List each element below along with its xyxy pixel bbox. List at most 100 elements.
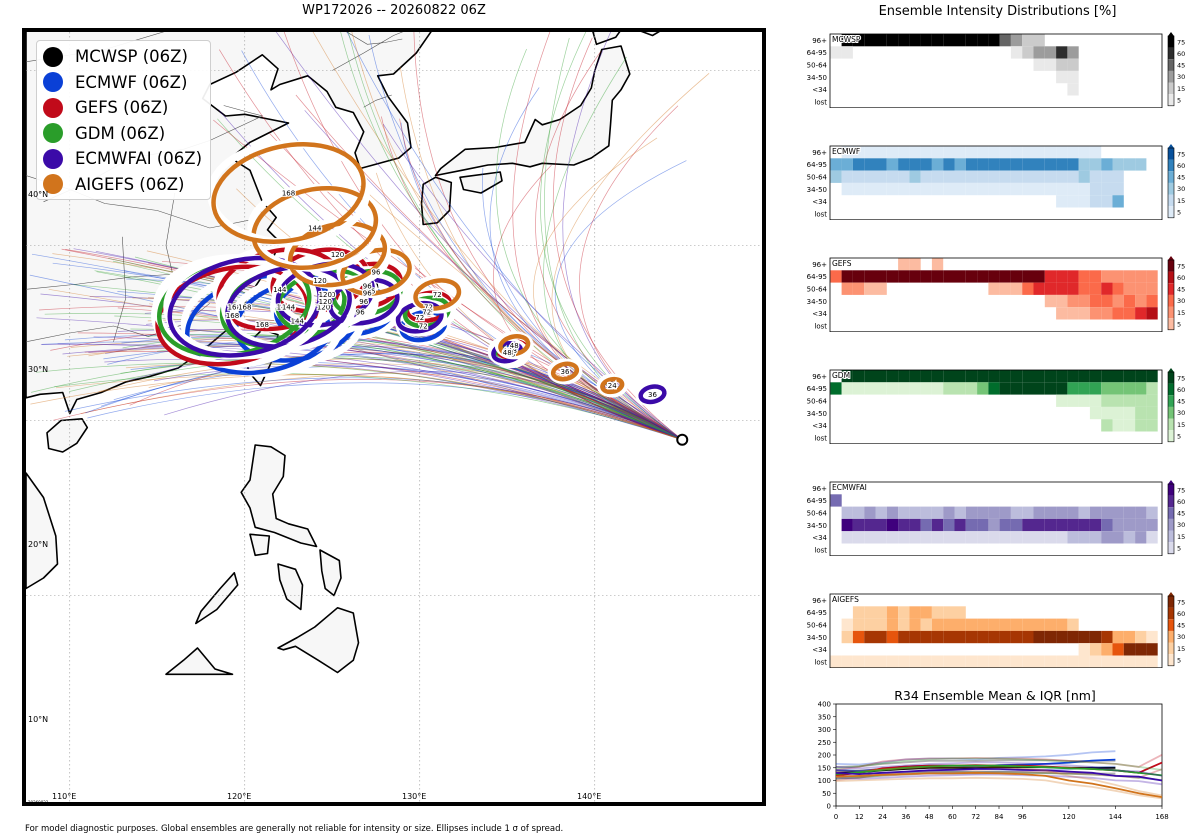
heat-cell: [852, 370, 865, 383]
heat-cell: [1078, 394, 1090, 407]
coast-mindoro: [249, 533, 271, 557]
lat-label-10n: 10°N: [28, 715, 49, 724]
member-track-gdm: [31, 356, 683, 441]
heat-cell: [1056, 270, 1068, 283]
member-track-gefs: [117, 307, 683, 441]
heat-cell: [1089, 158, 1102, 171]
tau-label-ecmwfai-168: 168: [238, 303, 251, 311]
legend-swatch: [43, 174, 63, 195]
uncertainty-ellipses: [151, 140, 670, 408]
heat-cell: [920, 506, 932, 519]
tau-label-ecmwf-168: 168: [256, 321, 269, 329]
member-track-aigefs: [375, 172, 683, 441]
heat-cell: [841, 270, 853, 283]
admin-border: [332, 32, 404, 71]
tau-label-ecmwf-96: 96: [356, 309, 365, 317]
legend-label: AIGEFS (06Z): [75, 174, 185, 194]
heat-cell: [1067, 618, 1079, 631]
heat-y-label: 50-64: [807, 285, 828, 293]
heat-cell: [920, 158, 932, 171]
heat-cell: [875, 170, 887, 183]
heat-cell: [977, 182, 989, 196]
colorbar-segment: [1168, 418, 1174, 431]
heat-cell: [1135, 307, 1147, 320]
heat-cell: [1067, 394, 1079, 407]
legend-entry-ecmwf: ECMWF (06Z): [43, 70, 202, 96]
heat-y-label: 50-64: [807, 173, 828, 181]
heat-model-label: GEFS: [832, 259, 852, 268]
colorbar-label: 75: [1177, 38, 1185, 46]
tau-label-gefs-48: 48: [508, 347, 517, 355]
heat-cell: [1135, 370, 1147, 383]
colorbar-segment: [1168, 530, 1174, 543]
heat-cell: [1123, 643, 1136, 656]
tau-label-aigefs-144: 144: [308, 225, 322, 233]
heat-cell: [1056, 195, 1068, 208]
tau-label-gefs-96: 96: [363, 282, 372, 290]
heat-cell: [1010, 34, 1023, 47]
heat-cell: [1089, 294, 1102, 308]
heat-cell: [1089, 382, 1102, 395]
heat-cell: [864, 158, 876, 171]
colorbar-frame: [1167, 483, 1175, 555]
heat-cell: [954, 182, 966, 196]
heat-cell: [931, 606, 944, 619]
heat-cell: [1044, 630, 1057, 644]
heat-y-label: 96+: [812, 261, 827, 269]
heat-cell: [1022, 46, 1034, 59]
heat-cell: [1033, 34, 1045, 47]
heat-y-label: lost: [814, 98, 827, 106]
heat-cell: [920, 382, 932, 395]
tau-label-ecmwfai-96: 96: [359, 298, 368, 306]
member-track-ecmwfai: [40, 293, 683, 441]
heat-cell: [909, 34, 921, 47]
heat-cell: [954, 630, 966, 644]
heat-cell: [864, 370, 876, 383]
heat-model-label: MCWSP: [832, 35, 861, 44]
heat-cell: [954, 382, 966, 395]
heat-cell: [1078, 655, 1090, 668]
heat-cell: [920, 606, 932, 619]
heat-cell: [1089, 146, 1102, 159]
member-track-gdm: [348, 32, 683, 441]
heat-cell: [1146, 282, 1158, 295]
heat-cell: [977, 506, 989, 519]
heat-cell: [1078, 382, 1090, 395]
heat-cell: [1112, 394, 1124, 407]
heat-cell: [1010, 182, 1023, 196]
heat-cell: [1112, 370, 1124, 383]
heat-cell: [1033, 46, 1045, 59]
heat-cell: [875, 182, 887, 196]
heat-cell: [1101, 270, 1113, 283]
coast-honshu: [434, 45, 631, 177]
colorbar-label: 60: [1177, 386, 1185, 394]
r34-x-label: 120: [1062, 813, 1075, 821]
heat-cell: [852, 506, 865, 519]
heat-cell: [1067, 270, 1079, 283]
heat-y-label: 96+: [812, 149, 827, 157]
heat-cell: [898, 618, 910, 631]
heat-cell: [886, 606, 899, 619]
colorbar-label: 60: [1177, 50, 1185, 58]
heat-cell: [1044, 270, 1057, 283]
tau-label-ecmwf-48: 48: [506, 351, 515, 359]
member-track-gefs: [50, 328, 683, 441]
heat-cell: [909, 531, 921, 544]
ellipse-ecmwfai-48: [491, 341, 524, 364]
heat-cell: [875, 630, 887, 644]
admin-border: [113, 236, 127, 342]
heat-cell: [999, 270, 1011, 283]
colorbar-segment: [1168, 630, 1174, 643]
heat-cell: [943, 182, 955, 196]
heat-cell: [931, 618, 944, 631]
heatmap-ecmwfai: ECMWFAI96+64-9550-6434-50<34lost01224364…: [807, 480, 1185, 556]
heat-cell: [864, 655, 876, 668]
heat-cell: [1033, 158, 1045, 171]
heat-y-label: 96+: [812, 485, 827, 493]
heat-cell: [1123, 394, 1136, 407]
r34-y-label: 0: [827, 803, 831, 811]
heat-cell: [875, 34, 887, 47]
heat-cell: [931, 170, 944, 183]
colorbar-segment: [1168, 542, 1174, 554]
heat-cell: [954, 606, 966, 619]
